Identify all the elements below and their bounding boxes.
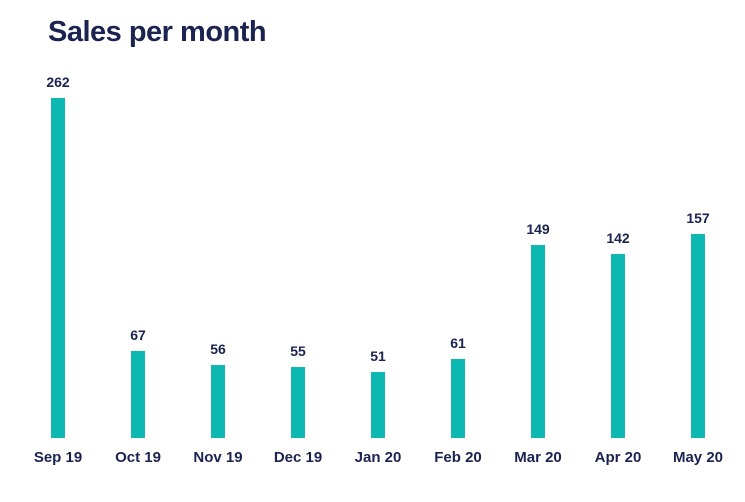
bar-column: 61 Feb 20 (418, 64, 498, 465)
bar-stack: 157 (686, 64, 710, 438)
x-axis-label: Jan 20 (354, 449, 402, 466)
bar-column: 157 May 20 (658, 64, 738, 465)
x-axis-label: Mar 20 (514, 449, 562, 466)
bar-stack: 142 (606, 64, 630, 438)
x-axis-label: Oct 19 (115, 449, 161, 466)
bar-column: 55 Dec 19 (258, 64, 338, 465)
bar-column: 262 Sep 19 (18, 64, 98, 465)
x-axis-label: May 20 (672, 449, 724, 466)
bar-column: 67 Oct 19 (98, 64, 178, 465)
x-axis-label: Dec 19 (273, 449, 323, 466)
bar-value-label: 157 (686, 210, 710, 226)
bar (610, 254, 625, 438)
bar (690, 234, 705, 438)
bar-value-label: 142 (606, 230, 630, 246)
bar-stack: 55 (290, 64, 306, 438)
bar (50, 98, 65, 438)
bar-chart: 262 Sep 19 67 Oct 19 56 Nov 19 55 Dec 19 51 Jan 2… (18, 64, 738, 465)
bar-value-label: 55 (290, 343, 306, 359)
x-axis-label: Apr 20 (594, 449, 642, 466)
bar-stack: 61 (450, 64, 466, 438)
bar (450, 359, 465, 438)
bar-column: 51 Jan 20 (338, 64, 418, 465)
bar-value-label: 56 (210, 341, 226, 357)
x-axis-label: Sep 19 (33, 449, 83, 466)
bar-column: 149 Mar 20 (498, 64, 578, 465)
bar-value-label: 51 (370, 348, 386, 364)
bar-value-label: 61 (450, 335, 466, 351)
bar (530, 245, 545, 438)
bar (210, 365, 225, 438)
bar-column: 56 Nov 19 (178, 64, 258, 465)
x-axis-label: Nov 19 (193, 449, 243, 466)
bar-value-label: 262 (46, 74, 70, 90)
bar (290, 367, 305, 438)
x-axis-label: Feb 20 (434, 449, 482, 466)
chart-title: Sales per month (48, 16, 267, 48)
bar (130, 351, 145, 438)
bar-stack: 262 (46, 64, 70, 438)
bar-stack: 51 (370, 64, 386, 438)
bar-stack: 149 (526, 64, 550, 438)
bar-value-label: 67 (130, 327, 146, 343)
bar-stack: 67 (130, 64, 146, 438)
bar-stack: 56 (210, 64, 226, 438)
bar (370, 372, 385, 438)
bar-column: 142 Apr 20 (578, 64, 658, 465)
bar-value-label: 149 (526, 221, 550, 237)
